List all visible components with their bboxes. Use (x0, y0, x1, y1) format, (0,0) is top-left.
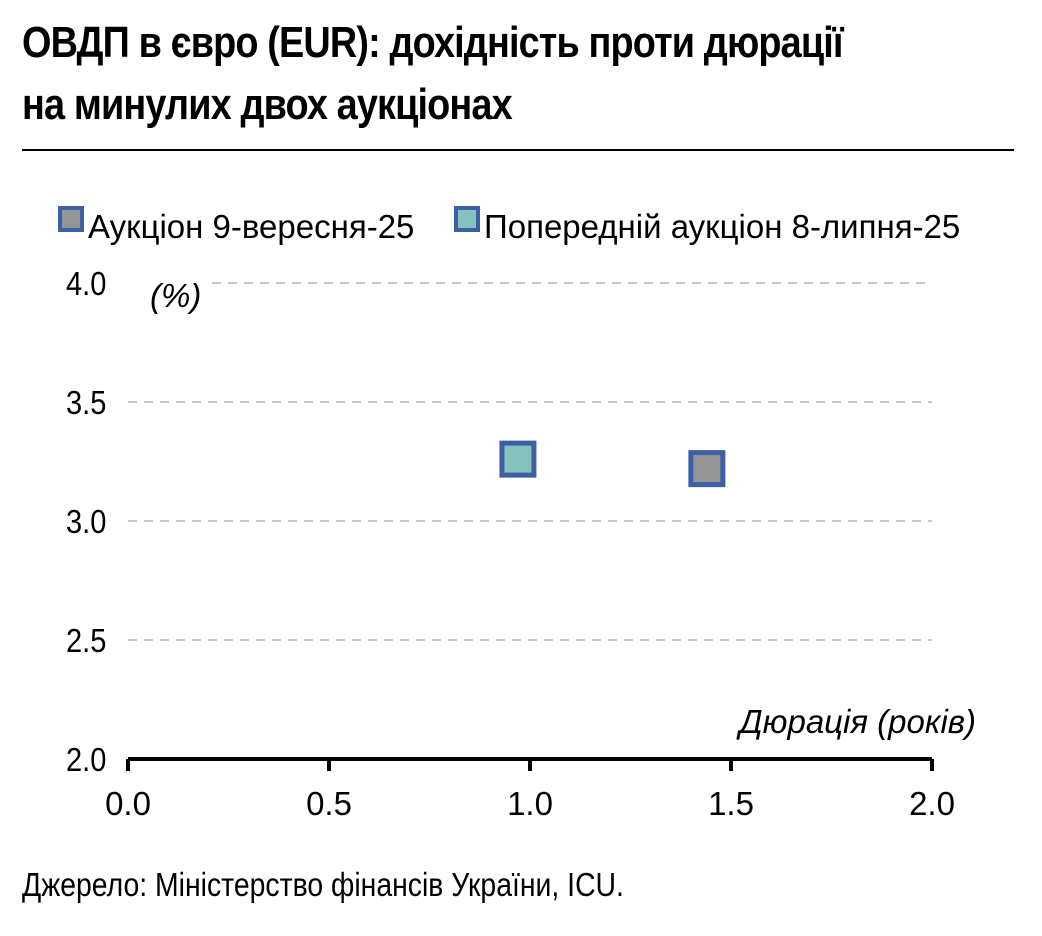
legend-marker (58, 206, 84, 232)
x-tick-label: 2.0 (909, 785, 955, 822)
y-tick-label: 2.0 (66, 741, 106, 778)
x-tick-label: 0.5 (306, 785, 352, 822)
source-note: Джерело: Міністерство фінансів України, … (22, 866, 624, 903)
y-tick-label: 2.5 (66, 622, 106, 659)
x-tick-label: 0.0 (105, 785, 151, 822)
legend-label: Попередній аукціон 8-липня-25 (484, 208, 960, 245)
y-tick-label: 3.0 (66, 503, 106, 540)
x-axis-label: Дюрація (років) (735, 703, 976, 740)
chart-title-line-1: ОВДП в євро (EUR): дохідність проти дюра… (22, 18, 844, 67)
chart-title: ОВДП в євро (EUR): дохідність проти дюра… (22, 12, 882, 136)
data-point (688, 450, 726, 488)
x-tick-label: 1.5 (708, 785, 754, 822)
y-tick-label: 4.0 (66, 265, 106, 302)
title-divider (22, 149, 1014, 151)
chart-title-line-2: на минулих двох аукціонах (22, 80, 513, 129)
data-point (499, 440, 537, 478)
y-axis-label: (%) (150, 277, 201, 314)
scatter-chart: 2.0 2.5 3.0 3.5 4.0 0.0 0.5 1.0 1.5 2.0 Дюрація (р… (58, 206, 976, 822)
y-tick-label: 3.5 (66, 384, 106, 421)
legend-label: Аукціон 9-вересня-25 (88, 208, 414, 245)
legend-marker (454, 206, 480, 232)
x-tick-label: 1.0 (507, 785, 553, 822)
